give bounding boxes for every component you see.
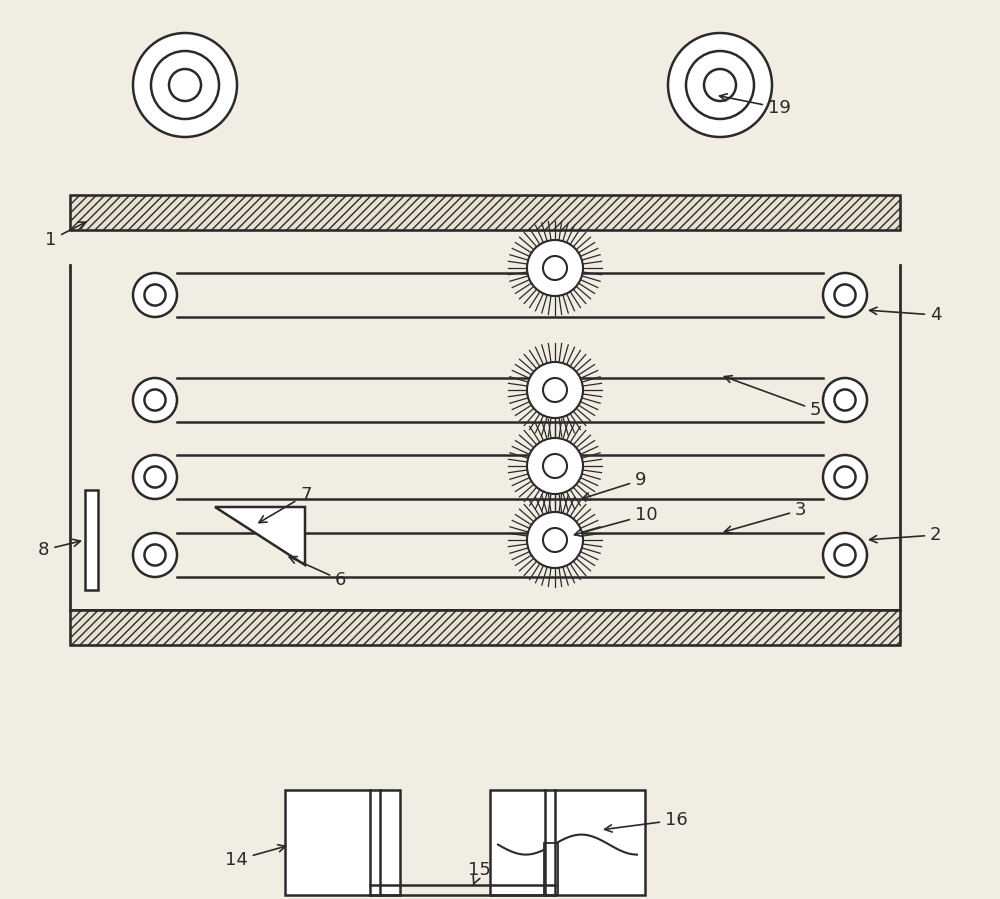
Circle shape [686,51,754,119]
Circle shape [151,51,219,119]
Circle shape [704,69,736,101]
Circle shape [834,467,856,487]
Circle shape [834,284,856,306]
Circle shape [823,378,867,422]
Polygon shape [215,507,305,565]
Text: 10: 10 [574,506,658,537]
Circle shape [543,528,567,552]
Polygon shape [85,490,98,590]
Bar [490,790,645,895]
Circle shape [144,284,166,306]
Text: 15: 15 [468,861,491,885]
Text: 8: 8 [38,539,80,559]
Text: 2: 2 [870,526,942,544]
Circle shape [144,545,166,565]
Text: 19: 19 [720,93,791,117]
Text: 16: 16 [605,811,688,832]
Circle shape [823,533,867,577]
Text: 3: 3 [724,501,806,533]
Bar [70,610,900,645]
Circle shape [133,33,237,137]
Circle shape [543,378,567,402]
Circle shape [144,467,166,487]
Text: 9: 9 [582,471,646,500]
Circle shape [527,438,583,494]
Text: 14: 14 [225,845,286,869]
Circle shape [543,454,567,478]
Text: 6: 6 [289,556,346,589]
Circle shape [823,455,867,499]
Bar [70,195,900,230]
Circle shape [543,256,567,280]
Bar [544,842,558,895]
Circle shape [527,512,583,568]
Bar [285,790,400,895]
Circle shape [133,273,177,317]
Circle shape [668,33,772,137]
Circle shape [834,545,856,565]
Bar [70,610,900,645]
Circle shape [133,455,177,499]
Circle shape [133,533,177,577]
Circle shape [527,362,583,418]
Circle shape [169,69,201,101]
Text: 1: 1 [45,222,86,249]
Circle shape [144,389,166,411]
Circle shape [527,240,583,296]
Bar [70,195,900,230]
Circle shape [133,378,177,422]
Text: 4: 4 [870,306,942,324]
Circle shape [823,273,867,317]
Text: 7: 7 [259,486,312,522]
Text: 5: 5 [724,376,822,419]
Circle shape [834,389,856,411]
